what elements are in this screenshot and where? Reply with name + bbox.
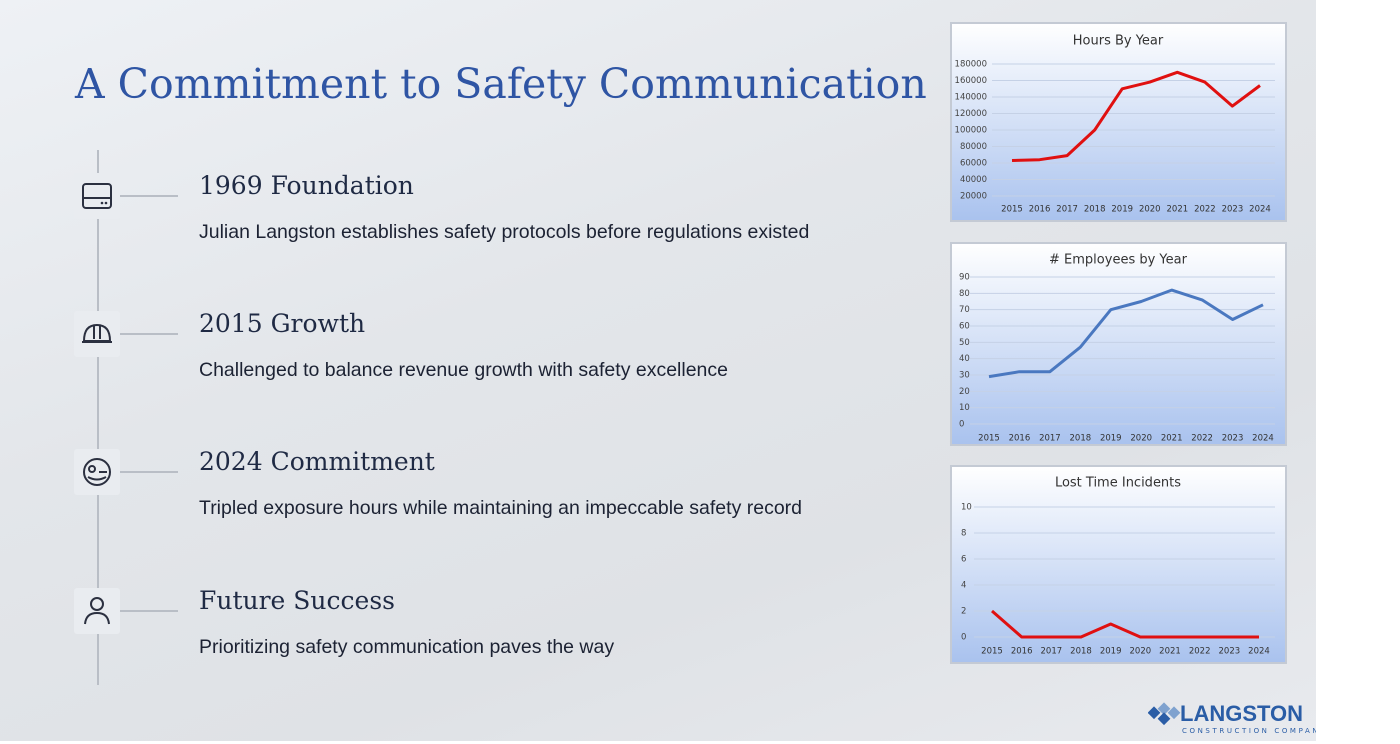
icon-graphic bbox=[82, 323, 112, 343]
y-tick-label: 100000 bbox=[955, 126, 987, 136]
timeline-heading: Future Success bbox=[199, 586, 395, 615]
timeline-connector bbox=[118, 471, 178, 473]
logo-mark bbox=[1148, 702, 1181, 726]
y-tick-label: 120000 bbox=[955, 109, 987, 119]
y-tick-label: 4 bbox=[961, 581, 966, 591]
timeline-text: Challenged to balance revenue growth wit… bbox=[199, 359, 728, 381]
x-tick-label: 2024 bbox=[1249, 205, 1271, 215]
data-line bbox=[988, 288, 1264, 379]
y-tick-label: 80 bbox=[959, 289, 970, 299]
x-tick-label: 2023 bbox=[1219, 647, 1241, 657]
chart: Lost Time Incidents 0 2 4 6 8 10 2015 2016 2017 20… bbox=[950, 465, 1287, 664]
x-tick-label: 2021 bbox=[1167, 205, 1189, 215]
logo-name: LANGSTON bbox=[1180, 702, 1303, 726]
logo: LANGSTON CONSTRUCTION COMPANY bbox=[1148, 702, 1316, 735]
y-tick-label: 0 bbox=[959, 420, 964, 430]
y-tick-label: 40000 bbox=[960, 175, 987, 185]
chart-title: Lost Time Incidents bbox=[1055, 476, 1181, 491]
timeline-text: Prioritizing safety communication paves … bbox=[199, 636, 615, 658]
y-tick-label: 140000 bbox=[955, 93, 987, 103]
y-tick-label: 70 bbox=[959, 305, 970, 315]
y-tick-label: 30 bbox=[959, 371, 970, 381]
x-tick-label: 2024 bbox=[1252, 434, 1274, 444]
y-tick-label: 20000 bbox=[960, 192, 987, 202]
y-tick-label: 160000 bbox=[955, 76, 987, 86]
x-tick-label: 2018 bbox=[1070, 647, 1092, 657]
timeline-heading: 1969 Foundation bbox=[199, 171, 414, 200]
timeline-connector bbox=[118, 610, 178, 612]
icon-graphic bbox=[82, 183, 112, 209]
x-tick-label: 2016 bbox=[1029, 205, 1051, 215]
x-tick-label: 2022 bbox=[1189, 647, 1211, 657]
y-tick-label: 50 bbox=[959, 338, 970, 348]
y-tick-label: 10 bbox=[961, 503, 972, 513]
x-tick-label: 2016 bbox=[1009, 434, 1031, 444]
y-tick-label: 2 bbox=[961, 607, 966, 617]
x-tick-label: 2018 bbox=[1070, 434, 1092, 444]
timeline-heading: 2015 Growth bbox=[199, 309, 366, 338]
logo-tagline: CONSTRUCTION COMPANY bbox=[1182, 727, 1316, 735]
x-tick-label: 2020 bbox=[1130, 434, 1152, 444]
y-tick-label: 40 bbox=[959, 354, 970, 364]
x-tick-label: 2016 bbox=[1011, 647, 1033, 657]
timeline-connector bbox=[118, 195, 178, 197]
x-tick-label: 2017 bbox=[1056, 205, 1078, 215]
chart: # Employees by Year 0 10 20 30 40 50 60 70 80 90 20… bbox=[950, 242, 1287, 446]
timeline-icon bbox=[74, 173, 120, 219]
x-tick-label: 2020 bbox=[1130, 647, 1152, 657]
timeline-icon bbox=[74, 588, 120, 634]
data-line bbox=[1011, 70, 1261, 162]
y-tick-label: 60 bbox=[959, 322, 970, 332]
chart-title: # Employees by Year bbox=[1049, 253, 1188, 268]
slide: A Commitment to Safety Communication 196… bbox=[0, 0, 1316, 741]
y-tick-label: 10 bbox=[959, 403, 970, 413]
y-tick-label: 180000 bbox=[955, 60, 987, 70]
timeline-heading: 2024 Commitment bbox=[199, 447, 435, 476]
slide-title: A Commitment to Safety Communication bbox=[75, 60, 927, 108]
x-tick-label: 2017 bbox=[1041, 647, 1063, 657]
x-tick-label: 2015 bbox=[981, 647, 1003, 657]
timeline-text: Tripled exposure hours while maintaining… bbox=[199, 497, 803, 519]
x-tick-label: 2023 bbox=[1222, 205, 1244, 215]
chart-background bbox=[950, 242, 1287, 446]
timeline-icon bbox=[74, 449, 120, 495]
data-line bbox=[991, 609, 1259, 639]
chart: Hours By Year 20000 40000 60000 80000 100000 1… bbox=[950, 22, 1287, 222]
x-tick-label: 2019 bbox=[1111, 205, 1133, 215]
icon-graphic bbox=[84, 597, 110, 625]
chart-background bbox=[950, 22, 1287, 222]
x-tick-label: 2017 bbox=[1039, 434, 1061, 444]
y-tick-label: 60000 bbox=[960, 159, 987, 169]
y-tick-label: 0 bbox=[961, 633, 966, 643]
timeline-line bbox=[97, 150, 99, 685]
x-tick-label: 2020 bbox=[1139, 205, 1161, 215]
y-tick-label: 6 bbox=[961, 555, 966, 565]
x-tick-label: 2015 bbox=[978, 434, 1000, 444]
icon-graphic bbox=[83, 458, 111, 486]
chart-background bbox=[950, 465, 1287, 664]
x-tick-label: 2018 bbox=[1084, 205, 1106, 215]
y-tick-label: 80000 bbox=[960, 142, 987, 152]
y-tick-label: 90 bbox=[959, 273, 970, 283]
x-tick-label: 2015 bbox=[1001, 205, 1023, 215]
timeline-icon bbox=[74, 311, 120, 357]
timeline-connector bbox=[118, 333, 178, 335]
x-tick-label: 2022 bbox=[1194, 205, 1216, 215]
x-tick-label: 2021 bbox=[1161, 434, 1183, 444]
timeline-text: Julian Langston establishes safety proto… bbox=[199, 221, 810, 243]
x-tick-label: 2021 bbox=[1159, 647, 1181, 657]
x-tick-label: 2023 bbox=[1222, 434, 1244, 444]
x-tick-label: 2022 bbox=[1191, 434, 1213, 444]
y-tick-label: 8 bbox=[961, 529, 966, 539]
chart-title: Hours By Year bbox=[1073, 34, 1164, 49]
x-tick-label: 2019 bbox=[1100, 647, 1122, 657]
y-tick-label: 20 bbox=[959, 387, 970, 397]
x-tick-label: 2019 bbox=[1100, 434, 1122, 444]
x-tick-label: 2024 bbox=[1248, 647, 1270, 657]
